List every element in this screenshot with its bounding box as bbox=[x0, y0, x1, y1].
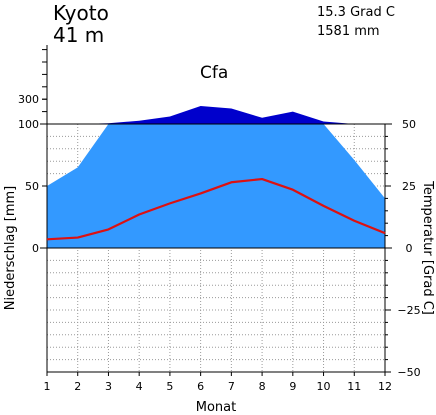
x-tick-label: 5 bbox=[166, 380, 173, 393]
temp-tick-label: −50 bbox=[397, 366, 420, 379]
climate-class: Cfa bbox=[200, 63, 228, 83]
temp-tick-label: 25 bbox=[402, 180, 416, 193]
x-tick-label: 9 bbox=[289, 380, 296, 393]
mean-temperature: 15.3 Grad C bbox=[317, 5, 395, 20]
precip-tick-label: 300 bbox=[18, 93, 39, 106]
station-name: Kyoto bbox=[53, 1, 109, 25]
annual-precipitation: 1581 mm bbox=[317, 24, 380, 39]
precipitation-excess-area bbox=[47, 106, 385, 124]
precip-tick-label: 50 bbox=[25, 180, 39, 193]
y-axis-label-left: Niederschlag [mm] bbox=[3, 186, 18, 311]
x-axis-label: Monat bbox=[196, 400, 236, 415]
x-tick-label: 3 bbox=[105, 380, 112, 393]
temp-tick-label: 50 bbox=[402, 118, 416, 131]
x-tick-label: 11 bbox=[347, 380, 361, 393]
precip-tick-label: 100 bbox=[18, 118, 39, 131]
x-tick-label: 7 bbox=[228, 380, 235, 393]
precipitation-area bbox=[47, 124, 385, 248]
temp-tick-label: 0 bbox=[406, 242, 413, 255]
temperature-line bbox=[46, 177, 386, 241]
precip-tick-label: 0 bbox=[32, 242, 39, 255]
x-tick-label: 1 bbox=[44, 380, 51, 393]
x-tick-label: 8 bbox=[259, 380, 266, 393]
y-axis-label-right: Temperatur [Grad C] bbox=[420, 180, 435, 315]
x-tick-label: 2 bbox=[74, 380, 81, 393]
x-tick-label: 4 bbox=[136, 380, 143, 393]
station-elevation: 41 m bbox=[53, 23, 104, 47]
x-tick-label: 12 bbox=[378, 380, 392, 393]
x-tick-label: 10 bbox=[317, 380, 331, 393]
x-tick-label: 6 bbox=[197, 380, 204, 393]
temp-tick-label: −25 bbox=[397, 304, 420, 317]
